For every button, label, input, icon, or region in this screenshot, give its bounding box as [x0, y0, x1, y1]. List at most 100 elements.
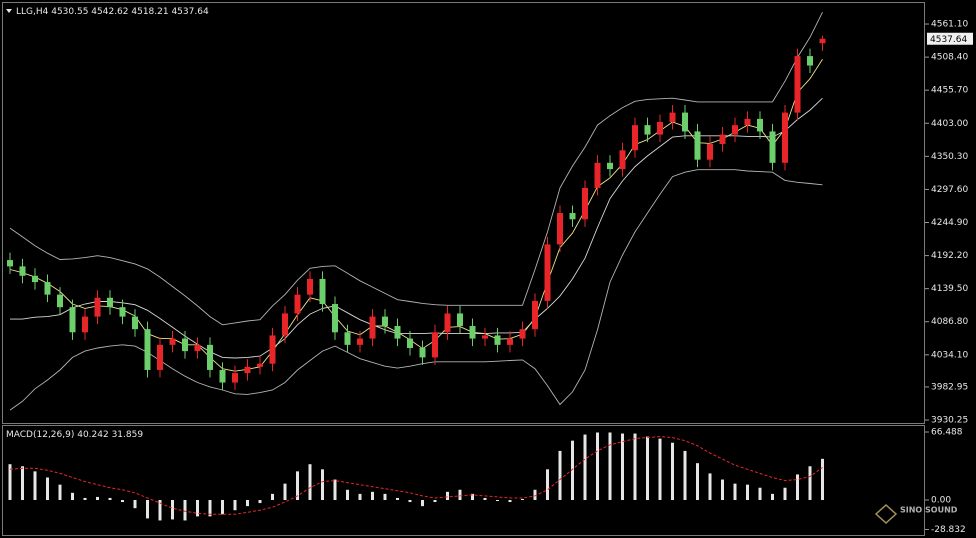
current-price-label: 4537.64	[930, 35, 967, 45]
indicator-line	[9, 11, 823, 326]
macd-bar	[58, 484, 62, 500]
price-pane-frame	[2, 2, 925, 424]
macd-bar	[808, 466, 812, 500]
candle-body	[769, 131, 776, 163]
macd-bar	[133, 499, 137, 509]
candle-body	[194, 344, 201, 352]
macd-bar	[358, 493, 362, 500]
candle-body	[307, 278, 313, 295]
macd-bar	[746, 484, 749, 500]
macd-bar	[121, 499, 124, 503]
candle-body	[632, 125, 638, 151]
macd-bar	[196, 499, 199, 517]
macd-bar	[271, 493, 274, 500]
y-tick-label: 0.00	[931, 495, 951, 505]
macd-bar	[146, 499, 149, 519]
macd-bar	[433, 499, 437, 503]
candle-body	[57, 294, 63, 308]
candle-body	[369, 316, 376, 339]
y-tick-label: 4561.10	[931, 20, 968, 30]
macd-bar	[608, 432, 612, 500]
candle-body	[807, 56, 813, 66]
current-price-box	[927, 32, 973, 45]
candle-body	[7, 260, 13, 267]
candle-body	[257, 363, 263, 367]
candle-body	[444, 313, 451, 333]
macd-bar	[246, 499, 249, 507]
macd-bar	[783, 487, 787, 500]
macd-bar	[796, 474, 799, 500]
macd-bar	[221, 499, 224, 515]
macd-pane-frame	[2, 425, 925, 536]
y-tick-label: 4403.00	[931, 119, 968, 129]
y-tick-label: 4192.20	[931, 251, 968, 261]
macd-bar	[8, 464, 12, 500]
y-tick-label: 3930.25	[931, 416, 968, 426]
candle-body	[69, 307, 76, 333]
candle-body	[19, 266, 26, 276]
macd-bar	[33, 471, 37, 500]
candle-body	[44, 282, 51, 295]
macd-bar	[583, 434, 587, 500]
candle-body	[382, 316, 388, 327]
chart-title: LLG,H4 4530.55 4542.62 4518.21 4537.64	[16, 7, 209, 17]
candle-body	[107, 297, 113, 308]
macd-bar	[658, 438, 662, 500]
y-tick-label: 4455.70	[931, 86, 968, 96]
candle-body	[82, 316, 88, 333]
candle-body	[644, 125, 651, 135]
y-tick-label: 4244.90	[931, 218, 968, 228]
macd-bar	[108, 497, 112, 500]
macd-bar	[208, 499, 212, 517]
candle-body	[432, 332, 438, 358]
macd-bar	[621, 433, 624, 500]
macd-bar	[596, 432, 599, 500]
macd-bar	[296, 471, 299, 500]
macd-bar	[708, 473, 712, 500]
candle-body	[719, 134, 726, 144]
candle-body	[507, 338, 513, 345]
macd-bar	[408, 499, 412, 503]
macd-bar	[733, 483, 737, 500]
macd-bar	[571, 440, 574, 500]
macd-bar	[421, 499, 424, 507]
watermark-text: SINO SOUND	[900, 506, 958, 515]
candle-body	[157, 344, 163, 370]
candle-body	[707, 143, 713, 160]
candle-body	[94, 297, 101, 317]
menu-arrow	[6, 9, 12, 13]
y-tick-label: 4350.30	[931, 152, 968, 162]
macd-bar	[158, 499, 162, 521]
macd-bar	[21, 466, 24, 500]
y-tick-label: 4297.60	[931, 185, 968, 195]
candle-body	[619, 150, 626, 170]
macd-bar	[683, 450, 687, 500]
macd-bar	[396, 497, 399, 500]
macd-bar	[696, 463, 699, 500]
candle-body	[557, 213, 563, 245]
macd-bar	[671, 442, 674, 500]
candle-body	[407, 338, 413, 348]
indicator-line	[10, 97, 823, 359]
candle-body	[757, 118, 763, 132]
y-tick-label: -28.832	[931, 525, 966, 535]
candle-body	[294, 294, 301, 314]
macd-bar	[821, 458, 824, 500]
macd-bar	[283, 483, 287, 500]
candle-body	[219, 369, 226, 383]
macd-bar	[533, 489, 537, 500]
y-tick-label: 4034.10	[931, 350, 968, 360]
candle-body	[207, 344, 213, 370]
macd-bar	[83, 497, 87, 500]
candle-body	[657, 122, 663, 135]
macd-bar	[183, 499, 187, 521]
candle-body	[244, 366, 251, 374]
macd-bar	[371, 491, 374, 500]
macd-bar	[721, 479, 724, 500]
macd-bar	[558, 450, 562, 500]
macd-bar	[308, 464, 312, 500]
candle-body	[132, 316, 138, 330]
y-tick-label: 66.488	[931, 428, 963, 438]
